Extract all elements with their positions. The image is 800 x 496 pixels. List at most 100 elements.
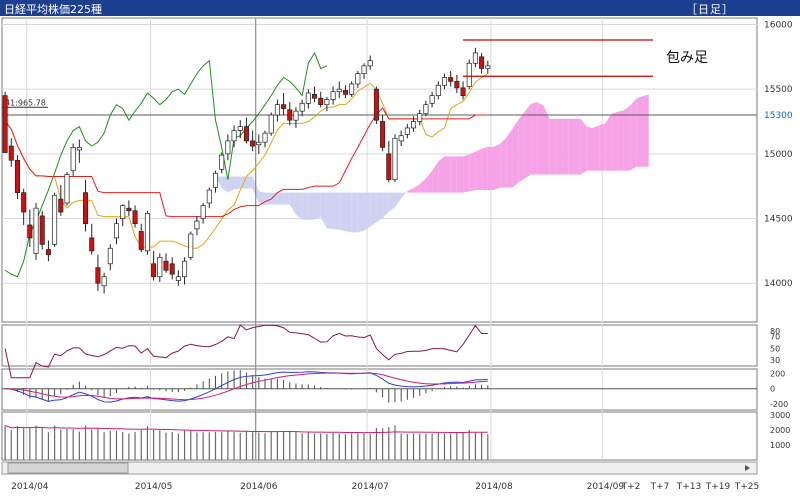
candle xyxy=(182,257,188,285)
candle-body xyxy=(287,109,293,121)
candle-body xyxy=(8,145,14,161)
candle-body xyxy=(200,205,206,219)
candle xyxy=(52,192,58,247)
candle xyxy=(138,223,144,253)
candle xyxy=(268,112,274,136)
candle xyxy=(454,74,460,94)
candle xyxy=(101,272,107,294)
candle xyxy=(14,155,20,200)
date-tick-label: 2014/06 xyxy=(240,482,278,492)
candle xyxy=(441,73,447,90)
candle xyxy=(194,215,200,236)
candle xyxy=(188,231,194,260)
candle-body xyxy=(423,104,429,115)
candle xyxy=(485,60,491,74)
candle xyxy=(460,81,466,100)
candle xyxy=(206,187,212,209)
macd-tick-label: 0 xyxy=(770,385,775,394)
price-tick-label: 15000 xyxy=(764,150,793,160)
candle-body xyxy=(182,260,188,278)
cloud-segment xyxy=(636,96,643,167)
candle xyxy=(225,134,231,161)
candle-body xyxy=(83,192,89,225)
candle-body xyxy=(126,207,132,212)
candle-body xyxy=(417,113,423,122)
cloud-segment xyxy=(568,118,575,175)
candle xyxy=(243,117,249,144)
cloud-segment xyxy=(642,94,649,167)
candle-body xyxy=(472,52,478,64)
candle-body xyxy=(268,114,274,134)
cloud-segment xyxy=(394,192,402,208)
candle xyxy=(479,52,485,74)
cloud-segment xyxy=(586,126,594,171)
candle xyxy=(472,47,478,68)
candle xyxy=(200,202,206,224)
price-tick-label: 16000 xyxy=(764,20,793,30)
candle-body xyxy=(435,84,441,96)
cloud-segment xyxy=(333,192,340,230)
cloud-segment xyxy=(364,192,371,231)
panel-main xyxy=(1,17,758,323)
candle xyxy=(21,188,27,225)
candle xyxy=(342,85,348,99)
cloud-segment xyxy=(302,192,309,220)
macd-tick-label: -200 xyxy=(770,400,788,409)
candle xyxy=(163,253,169,273)
candle xyxy=(83,179,89,232)
candle xyxy=(144,210,150,255)
candle xyxy=(318,91,324,108)
candle xyxy=(262,130,268,148)
candle xyxy=(305,89,311,109)
cloud-segment xyxy=(339,192,346,232)
period-label[interactable]: ［日足］ xyxy=(686,3,734,16)
cloud-segment xyxy=(258,191,266,205)
candle-body xyxy=(27,224,33,239)
candle xyxy=(107,244,113,271)
cloud-segment xyxy=(555,118,563,175)
candle-body xyxy=(144,212,150,252)
candle xyxy=(367,55,373,70)
candle-body xyxy=(392,137,398,181)
candle-body xyxy=(305,92,311,104)
horizontal-scrollbar xyxy=(1,461,758,475)
candle xyxy=(299,99,305,117)
level-marker-label: 41:965.78 xyxy=(5,98,46,107)
candle xyxy=(169,257,175,280)
cloud-segment xyxy=(512,119,519,188)
candle xyxy=(392,134,398,183)
candle xyxy=(250,130,256,152)
cloud-segment xyxy=(289,192,296,215)
cloud-segment xyxy=(345,192,352,233)
scrollbar-thumb[interactable] xyxy=(7,462,129,474)
cloud-segment xyxy=(357,192,365,233)
cloud-segment xyxy=(370,192,377,227)
candle-body xyxy=(212,172,219,188)
cloud-segment xyxy=(487,146,494,191)
candle-body xyxy=(175,276,181,281)
panel-rsi xyxy=(1,324,758,367)
candle xyxy=(113,218,120,245)
vol-tick-label: 1000 xyxy=(770,441,790,450)
candle xyxy=(237,120,243,139)
scroll-right-arrow[interactable] xyxy=(745,465,750,471)
price-tick-label: 14000 xyxy=(764,279,793,289)
candle-body xyxy=(281,104,287,109)
candle xyxy=(330,86,336,105)
cloud-segment xyxy=(630,98,637,171)
candle-body xyxy=(479,56,485,69)
rsi-tick-label: 80 xyxy=(770,327,780,336)
candle xyxy=(398,130,404,147)
candle xyxy=(312,86,318,103)
cloud-segment xyxy=(419,178,426,193)
candle xyxy=(89,223,95,255)
cloud-segment xyxy=(531,102,538,175)
candle-body xyxy=(318,97,324,106)
cloud-segment xyxy=(593,125,600,171)
macd-signal-line xyxy=(5,372,488,401)
candle-body xyxy=(373,88,379,121)
candle xyxy=(8,138,14,167)
candle-body xyxy=(466,62,472,87)
candle-body xyxy=(188,233,194,258)
